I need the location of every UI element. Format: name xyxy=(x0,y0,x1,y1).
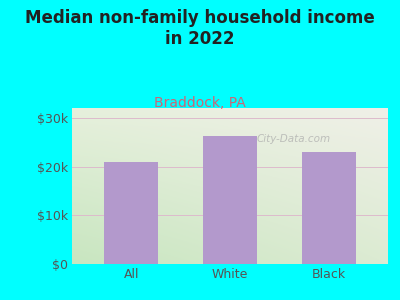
Bar xyxy=(302,152,356,264)
Text: Braddock, PA: Braddock, PA xyxy=(154,96,246,110)
Bar xyxy=(203,136,257,264)
Text: City-Data.com: City-Data.com xyxy=(256,134,330,144)
Text: Median non-family household income
in 2022: Median non-family household income in 20… xyxy=(25,9,375,48)
Bar xyxy=(104,162,158,264)
